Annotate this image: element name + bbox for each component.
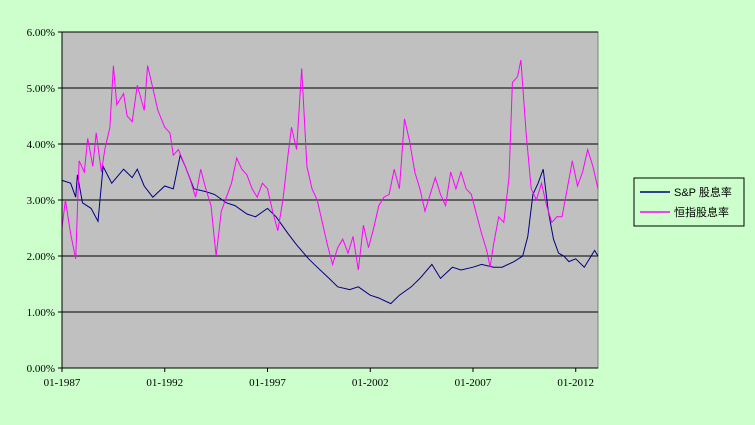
series-lines [61,59,599,305]
gridlines [62,31,598,313]
y-tick-label: 3.00% [27,195,55,207]
y-tick-label: 5.00% [27,83,55,95]
x-tick-label: 01-1997 [249,377,286,389]
y-tick-label: 4.00% [27,139,55,151]
y-axis: 0.00% 1.00% 2.00% 3.00% 4.00% 5.00% 6.00% [27,27,63,375]
y-tick-label: 2.00% [27,251,55,263]
series-line [61,153,599,305]
x-tick-label: 01-2007 [455,377,492,389]
legend-label: S&P 股息率 [674,185,732,199]
series-line [61,59,599,271]
x-tick-label: 01-2002 [352,377,389,389]
y-tick-label: 1.00% [27,307,55,319]
legend-box [633,177,745,227]
x-tick-label: 01-1992 [146,377,183,389]
x-tick-label: 01-2012 [557,377,594,389]
y-tick-label: 6.00% [27,27,55,39]
legend-label: 恒指股息率 [674,205,729,219]
y-tick-label: 0.00% [27,363,55,375]
x-tick-label: 01-1987 [44,377,81,389]
x-axis: 01-1987 01-1992 01-1997 01-2002 01-2007 01-20… [44,367,598,389]
